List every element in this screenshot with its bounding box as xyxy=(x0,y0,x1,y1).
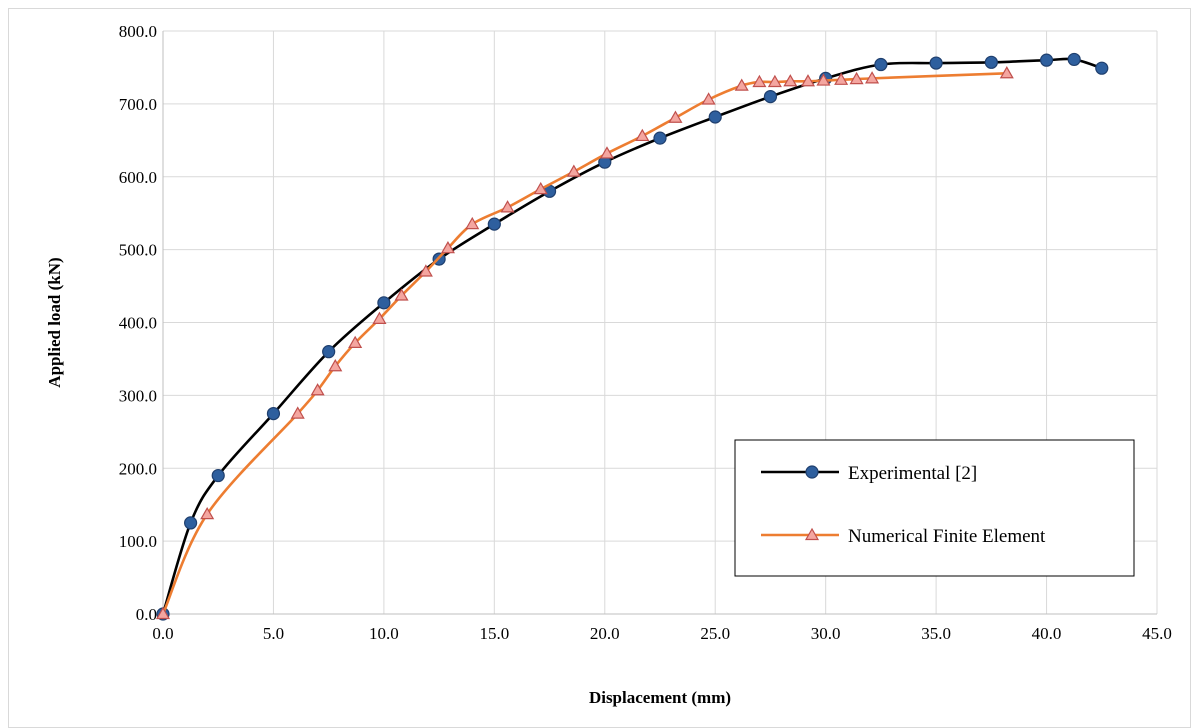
x-tick-label: 10.0 xyxy=(369,624,399,643)
data-point xyxy=(668,110,683,123)
data-point xyxy=(734,78,749,91)
x-tick-label: 5.0 xyxy=(263,624,284,643)
data-point xyxy=(155,606,171,620)
legend-box xyxy=(734,439,1135,577)
data-point xyxy=(184,516,198,530)
data-point xyxy=(816,73,831,86)
tick-labels: 0.0 5.0 10.0 15.0 20.0 25.0 30.0 35.0 40.0 45.0 0.… xyxy=(119,22,1172,643)
data-point xyxy=(865,71,880,84)
x-tick-label: 45.0 xyxy=(1142,624,1172,643)
series-layer xyxy=(155,52,1109,621)
y-tick-label: 700.0 xyxy=(119,95,157,114)
series-1 xyxy=(155,66,1014,620)
data-point xyxy=(266,406,281,421)
data-point xyxy=(783,74,798,87)
data-point xyxy=(533,181,548,195)
data-point xyxy=(984,55,998,69)
x-tick-label: 40.0 xyxy=(1032,624,1062,643)
data-point xyxy=(322,345,336,359)
data-point xyxy=(752,74,767,88)
y-tick-label: 400.0 xyxy=(119,314,157,333)
data-point xyxy=(200,506,215,520)
data-point xyxy=(394,288,409,301)
legend: Experimental [2] Numerical Finite Elemen… xyxy=(734,439,1135,577)
data-point xyxy=(999,66,1014,79)
data-point xyxy=(211,468,225,483)
data-point xyxy=(290,406,305,419)
legend-label-numerical: Numerical Finite Element xyxy=(848,526,1046,547)
data-point xyxy=(653,131,667,145)
y-tick-label: 600.0 xyxy=(119,168,157,187)
y-tick-label: 200.0 xyxy=(119,459,157,478)
y-tick-label: 500.0 xyxy=(119,241,157,260)
legend-items xyxy=(761,465,839,541)
data-point xyxy=(440,240,455,254)
data-point xyxy=(1067,52,1081,67)
x-tick-label: 20.0 xyxy=(590,624,620,643)
data-point xyxy=(465,216,480,230)
data-point xyxy=(310,383,325,396)
legend-marker xyxy=(805,465,819,479)
data-point xyxy=(635,128,650,142)
data-point xyxy=(377,296,391,310)
x-tick-label: 30.0 xyxy=(811,624,841,643)
y-tick-label: 100.0 xyxy=(119,532,157,551)
data-point xyxy=(763,89,778,104)
data-point xyxy=(487,217,501,231)
legend-marker xyxy=(804,527,820,541)
data-point xyxy=(500,200,515,213)
data-point xyxy=(418,264,433,277)
x-axis-title: Displacement (mm) xyxy=(589,688,731,707)
data-point xyxy=(1039,53,1054,67)
data-point xyxy=(566,164,581,177)
data-point xyxy=(874,57,888,72)
legend-label-experimental: Experimental [2] xyxy=(848,463,977,484)
data-point xyxy=(701,92,716,105)
data-point xyxy=(767,74,782,88)
y-axis-title: Applied load (kN) xyxy=(45,257,64,387)
axes xyxy=(162,31,1157,615)
y-tick-label: 0.0 xyxy=(136,605,157,624)
x-tick-label: 0.0 xyxy=(152,624,173,643)
y-tick-label: 800.0 xyxy=(119,22,157,41)
data-point xyxy=(599,146,615,159)
data-point xyxy=(328,359,343,372)
y-tick-label: 300.0 xyxy=(119,386,157,405)
x-tick-label: 25.0 xyxy=(700,624,730,643)
data-point xyxy=(348,335,363,349)
x-tick-label: 35.0 xyxy=(921,624,951,643)
data-point xyxy=(929,56,943,70)
x-tick-label: 15.0 xyxy=(479,624,509,643)
data-point xyxy=(708,110,722,124)
chart-area xyxy=(8,8,1191,728)
data-point xyxy=(1095,61,1109,75)
data-point xyxy=(800,74,816,87)
data-point xyxy=(849,71,864,85)
data-point xyxy=(834,72,849,85)
data-point xyxy=(372,311,387,324)
